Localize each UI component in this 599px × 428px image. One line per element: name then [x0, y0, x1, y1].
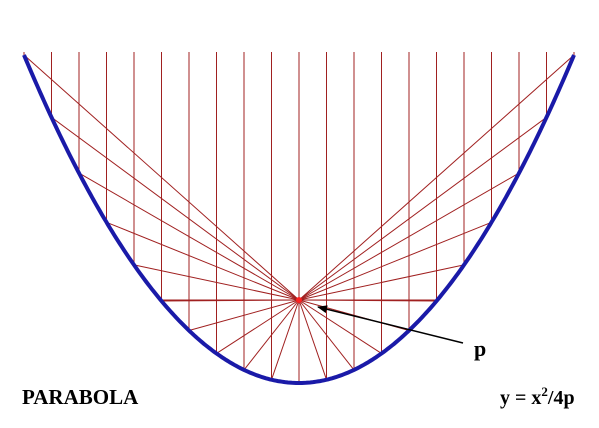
- focus-point: [296, 297, 302, 303]
- equation: y = x2/4p: [500, 384, 575, 409]
- reflected-ray: [298, 54, 575, 301]
- reflected-ray: [298, 172, 520, 301]
- focus-arrow: [317, 305, 464, 344]
- reflected-ray: [298, 264, 465, 301]
- reflected-ray: [298, 299, 327, 380]
- equation-rest: /4p: [547, 387, 575, 409]
- equation-exponent: 2: [541, 384, 548, 399]
- reflected-ray: [298, 221, 492, 301]
- reflected-ray: [216, 299, 300, 354]
- reflected-ray: [51, 116, 300, 301]
- equation-base: y = x: [500, 387, 541, 409]
- reflected-ray: [298, 116, 547, 301]
- reflection-rays: [23, 52, 575, 383]
- reflected-ray: [298, 299, 355, 371]
- focus-label: p: [474, 336, 486, 361]
- reflected-ray: [298, 299, 382, 354]
- diagram-title: PARABOLA: [22, 385, 139, 409]
- reflected-ray: [271, 299, 300, 380]
- reflected-ray: [106, 221, 300, 301]
- parabola-curve: [22, 54, 576, 385]
